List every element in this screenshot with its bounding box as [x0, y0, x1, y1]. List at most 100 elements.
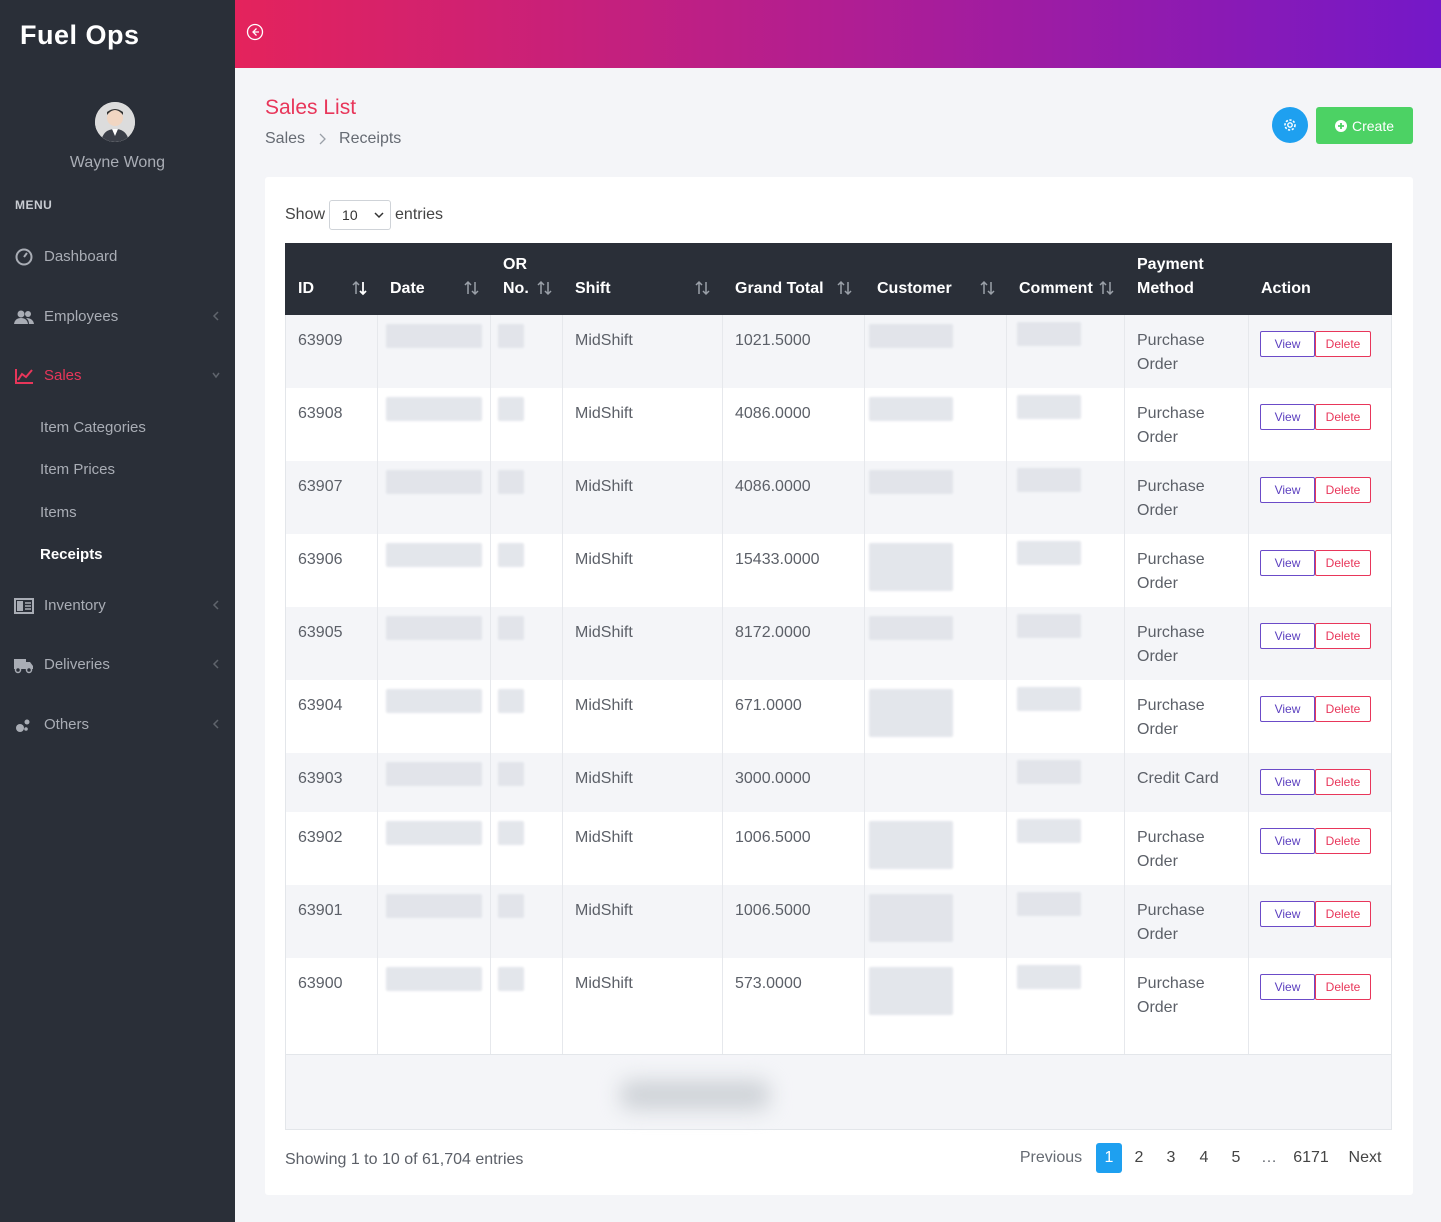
view-button[interactable]: View	[1260, 477, 1315, 503]
cell-grand-total: 671.0000	[735, 697, 802, 714]
view-button[interactable]: View	[1260, 769, 1315, 795]
th-grand-total[interactable]: Grand Total	[722, 243, 864, 315]
chevron-right-icon	[319, 133, 326, 145]
pagination-previous[interactable]: Previous	[1019, 1149, 1083, 1166]
cell-grand-total: 15433.0000	[735, 551, 820, 568]
sidebar-item-label: Sales	[44, 367, 82, 384]
cell-id: 63901	[298, 902, 343, 919]
cell-payment-method: Purchase Order	[1137, 402, 1205, 450]
redacted-content	[869, 470, 953, 494]
view-button[interactable]: View	[1260, 696, 1315, 722]
delete-button[interactable]: Delete	[1315, 404, 1371, 430]
sidebar-subitem-item-prices[interactable]: Item Prices	[40, 461, 116, 478]
redacted-content	[1017, 687, 1081, 711]
cell-payment-method: Purchase Order	[1137, 475, 1205, 523]
delete-button[interactable]: Delete	[1315, 331, 1371, 357]
pagination-page-2[interactable]: 2	[1134, 1149, 1144, 1166]
cell-grand-total: 1006.5000	[735, 829, 811, 846]
redacted-content	[620, 1080, 770, 1110]
chart-line-icon	[15, 369, 33, 384]
payment-line-2: Order	[1137, 429, 1178, 446]
sort-icon	[464, 280, 479, 296]
create-button-label: Create	[1351, 117, 1395, 134]
view-button[interactable]: View	[1260, 404, 1315, 430]
redacted-content	[869, 894, 953, 942]
delete-button[interactable]: Delete	[1315, 901, 1371, 927]
pagination-page-last[interactable]: 6171	[1293, 1149, 1329, 1166]
delete-button[interactable]: Delete	[1315, 623, 1371, 649]
redacted-content	[498, 470, 524, 494]
view-button[interactable]: View	[1260, 828, 1315, 854]
pagination-page-3[interactable]: 3	[1166, 1149, 1176, 1166]
entries-select[interactable]: 10	[329, 200, 392, 230]
delete-button[interactable]: Delete	[1315, 550, 1371, 576]
pagination-page-1[interactable]: 1	[1096, 1143, 1122, 1173]
th-customer[interactable]: Customer	[864, 243, 1006, 315]
sidebar-subitem-items[interactable]: Items	[40, 504, 77, 521]
delete-button[interactable]: Delete	[1315, 828, 1371, 854]
cell-grand-total: 4086.0000	[735, 405, 811, 422]
th-or-no[interactable]: OR No.	[490, 243, 562, 315]
cell-shift: MidShift	[575, 551, 633, 568]
inventory-icon	[14, 598, 34, 614]
sidebar-item-deliveries[interactable]: Deliveries	[0, 647, 235, 683]
cell-shift: MidShift	[575, 624, 633, 641]
sort-icon	[695, 280, 710, 296]
sidebar-item-label: Others	[44, 716, 90, 733]
redacted-content	[386, 543, 482, 567]
cell-id: 63902	[298, 829, 343, 846]
redacted-content	[386, 616, 482, 640]
payment-line-2: Order	[1137, 648, 1178, 665]
cell-payment-method: Purchase Order	[1137, 694, 1205, 742]
pagination-page-4[interactable]: 4	[1199, 1149, 1209, 1166]
sidebar-item-label: Employees	[44, 308, 119, 325]
delete-button[interactable]: Delete	[1315, 477, 1371, 503]
th-date[interactable]: Date	[377, 243, 490, 315]
payment-line-2: Order	[1137, 926, 1178, 943]
view-button[interactable]: View	[1260, 974, 1315, 1000]
redacted-content	[386, 689, 482, 713]
th-comment[interactable]: Comment	[1006, 243, 1124, 315]
sidebar-subitem-receipts[interactable]: Receipts	[40, 546, 103, 563]
sort-icon	[837, 280, 852, 296]
sidebar: Fuel Ops Wayne Wong MENU Dashboard Emplo…	[0, 0, 235, 1222]
chevron-left-icon	[212, 659, 219, 669]
view-button[interactable]: View	[1260, 901, 1315, 927]
th-payment-method[interactable]: Payment Method	[1124, 243, 1248, 315]
delete-button[interactable]: Delete	[1315, 696, 1371, 722]
sidebar-toggle-icon[interactable]	[246, 23, 264, 41]
view-button[interactable]: View	[1260, 550, 1315, 576]
pagination-next[interactable]: Next	[1348, 1149, 1382, 1166]
delete-button[interactable]: Delete	[1315, 974, 1371, 1000]
view-button[interactable]: View	[1260, 623, 1315, 649]
sidebar-item-sales[interactable]: Sales	[0, 358, 235, 394]
th-id-label: ID	[298, 280, 314, 297]
entries-select-value: 10	[342, 207, 358, 223]
cell-grand-total: 573.0000	[735, 975, 802, 992]
payment-line-1: Purchase	[1137, 697, 1205, 714]
sidebar-item-inventory[interactable]: Inventory	[0, 588, 235, 624]
table-footer	[285, 1054, 1392, 1130]
settings-button[interactable]	[1272, 107, 1308, 143]
redacted-content	[386, 470, 482, 494]
redacted-content	[498, 543, 524, 567]
sidebar-item-others[interactable]: Others	[0, 707, 235, 743]
brand-logo[interactable]: Fuel Ops	[20, 20, 140, 50]
sidebar-subitem-item-categories[interactable]: Item Categories	[40, 419, 146, 436]
th-id[interactable]: ID	[285, 243, 377, 315]
column-divider	[1006, 315, 1007, 1055]
sidebar-item-employees[interactable]: Employees	[0, 299, 235, 335]
th-or-no-label: OR No.	[503, 253, 529, 301]
delete-button[interactable]: Delete	[1315, 769, 1371, 795]
avatar[interactable]	[95, 102, 135, 142]
cell-shift: MidShift	[575, 332, 633, 349]
create-button[interactable]: Create	[1316, 107, 1413, 144]
breadcrumb-item-sales[interactable]: Sales	[265, 130, 306, 147]
th-comment-label: Comment	[1019, 280, 1093, 297]
sidebar-item-dashboard[interactable]: Dashboard	[0, 239, 235, 275]
redacted-content	[386, 397, 482, 421]
payment-line-1: Purchase	[1137, 551, 1205, 568]
th-shift[interactable]: Shift	[562, 243, 722, 315]
pagination-page-5[interactable]: 5	[1231, 1149, 1241, 1166]
view-button[interactable]: View	[1260, 331, 1315, 357]
